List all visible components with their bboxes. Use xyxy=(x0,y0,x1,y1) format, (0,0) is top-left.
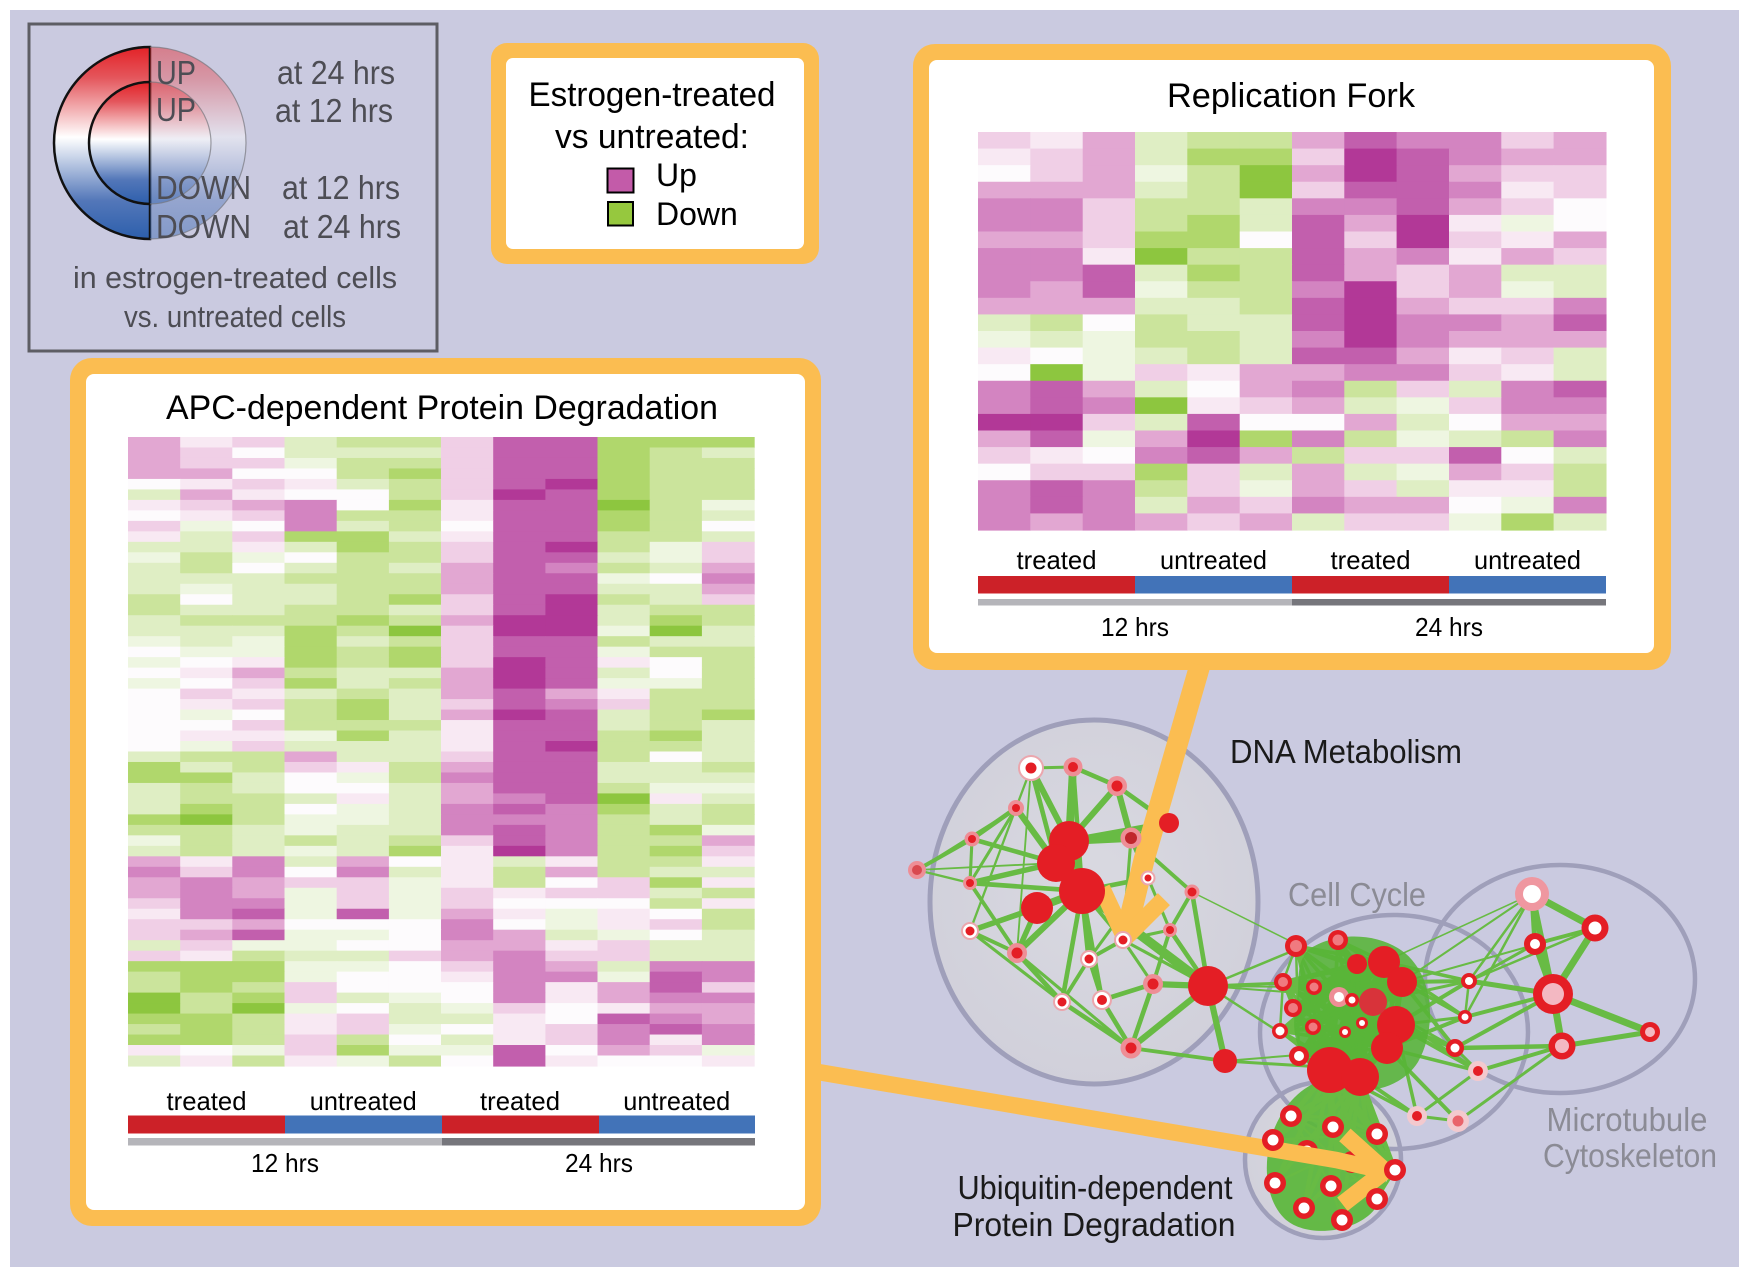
svg-text:Replication Fork: Replication Fork xyxy=(1167,77,1416,115)
svg-text:Microtubule: Microtubule xyxy=(1547,1101,1708,1138)
svg-text:treated: treated xyxy=(1017,545,1097,575)
svg-text:treated: treated xyxy=(167,1086,247,1116)
svg-text:at 24 hrs: at 24 hrs xyxy=(277,54,395,91)
svg-text:DOWN: DOWN xyxy=(156,169,251,206)
svg-text:Estrogen-treated: Estrogen-treated xyxy=(529,76,776,114)
svg-text:untreated: untreated xyxy=(1474,545,1581,575)
svg-text:untreated: untreated xyxy=(310,1086,417,1116)
svg-text:24 hrs: 24 hrs xyxy=(1415,612,1483,642)
svg-text:Up: Up xyxy=(656,157,697,193)
svg-text:vs untreated:: vs untreated: xyxy=(555,118,749,156)
svg-text:in estrogen-treated cells: in estrogen-treated cells xyxy=(73,260,397,295)
svg-text:Down: Down xyxy=(656,196,738,232)
svg-text:Ubiquitin-dependent: Ubiquitin-dependent xyxy=(958,1169,1233,1206)
svg-text:12 hrs: 12 hrs xyxy=(1101,612,1169,642)
svg-text:untreated: untreated xyxy=(1160,545,1267,575)
svg-text:DOWN: DOWN xyxy=(156,208,251,245)
svg-text:UP: UP xyxy=(156,54,196,91)
svg-text:untreated: untreated xyxy=(623,1086,730,1116)
svg-text:12 hrs: 12 hrs xyxy=(251,1148,319,1178)
svg-text:at 12 hrs: at 12 hrs xyxy=(275,92,393,129)
svg-text:at 12 hrs: at 12 hrs xyxy=(282,169,400,206)
svg-text:Cell Cycle: Cell Cycle xyxy=(1288,876,1426,913)
svg-text:treated: treated xyxy=(480,1086,560,1116)
svg-text:at 24 hrs: at 24 hrs xyxy=(283,208,401,245)
svg-text:24 hrs: 24 hrs xyxy=(565,1148,633,1178)
svg-text:UP: UP xyxy=(156,91,196,128)
svg-text:treated: treated xyxy=(1331,545,1411,575)
svg-text:Cytoskeleton: Cytoskeleton xyxy=(1543,1137,1717,1174)
svg-text:Protein Degradation: Protein Degradation xyxy=(953,1206,1236,1243)
svg-text:vs. untreated cells: vs. untreated cells xyxy=(124,299,346,334)
svg-text:DNA Metabolism: DNA Metabolism xyxy=(1230,733,1462,770)
svg-text:APC-dependent Protein Degradat: APC-dependent Protein Degradation xyxy=(166,389,718,427)
